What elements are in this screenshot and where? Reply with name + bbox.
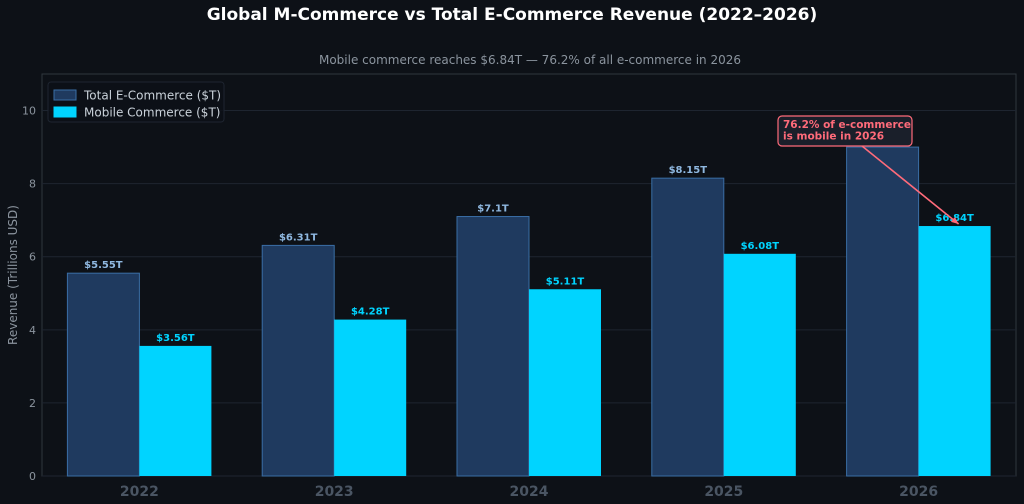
annotation-arrow-line bbox=[861, 145, 960, 225]
bar-mobile-2026 bbox=[918, 226, 991, 476]
y-tick-label: 8 bbox=[29, 178, 36, 191]
bar-total-2022 bbox=[66, 272, 140, 477]
bar-mobile-2023 bbox=[334, 319, 407, 476]
y-tick-label: 4 bbox=[29, 324, 36, 337]
bar-mobile-2022 bbox=[139, 345, 212, 476]
y-tick-label: 2 bbox=[29, 397, 36, 410]
bar-label-mobile-2024: $5.11T bbox=[546, 276, 585, 287]
legend-label-1: Mobile Commerce ($T) bbox=[84, 106, 220, 120]
bar-label-total-2024: $7.1T bbox=[477, 204, 509, 215]
bar-label-mobile-2023: $4.28T bbox=[351, 307, 390, 318]
bar-label-total-2025: $8.15T bbox=[669, 165, 708, 176]
bar-mobile-2025 bbox=[723, 253, 796, 476]
legend-box bbox=[47, 81, 225, 123]
y-tick-label: 0 bbox=[29, 470, 36, 483]
bar-label-total-2023: $6.31T bbox=[279, 232, 318, 243]
y-axis-label: Revenue (Trillions USD) bbox=[6, 205, 20, 345]
legend-swatch-1 bbox=[53, 106, 77, 118]
bar-total-2025 bbox=[651, 177, 725, 477]
bar-total-2023 bbox=[261, 244, 335, 477]
y-tick-label: 10 bbox=[22, 105, 36, 118]
bar-mobile-2024 bbox=[529, 289, 601, 476]
x-tick-label-2026: 2026 bbox=[899, 484, 938, 500]
chart-title: Global M-Commerce vs Total E-Commerce Re… bbox=[207, 5, 818, 25]
bar-total-2026 bbox=[846, 146, 920, 477]
y-tick-label: 6 bbox=[29, 251, 36, 264]
x-tick-label-2022: 2022 bbox=[120, 484, 159, 500]
annotation-box bbox=[777, 115, 913, 147]
legend-label-0: Total E-Commerce ($T) bbox=[83, 89, 221, 103]
x-tick-label-2023: 2023 bbox=[315, 484, 354, 500]
x-tick-label-2024: 2024 bbox=[510, 484, 549, 500]
bar-label-mobile-2025: $6.08T bbox=[741, 241, 780, 252]
x-tick-label-2025: 2025 bbox=[704, 484, 743, 500]
plot-area: 0 2 4 6 8 10 $5.55T $3.56T 2022 $6.31T $4.28T 2023 $… bbox=[22, 73, 1017, 500]
annotation-text-line-1: is mobile in 2026 bbox=[783, 131, 884, 143]
bar-label-mobile-2022: $3.56T bbox=[156, 333, 195, 344]
bar-label-total-2022: $5.55T bbox=[84, 260, 123, 271]
legend-swatch-0 bbox=[53, 89, 77, 101]
annotation-arrow-head bbox=[950, 216, 959, 225]
annotation-text-line-0: 76.2% of e-commerce bbox=[783, 119, 911, 131]
chart-subtitle: Mobile commerce reaches $6.84T — 76.2% o… bbox=[319, 53, 741, 67]
bar-total-2024 bbox=[456, 216, 530, 477]
